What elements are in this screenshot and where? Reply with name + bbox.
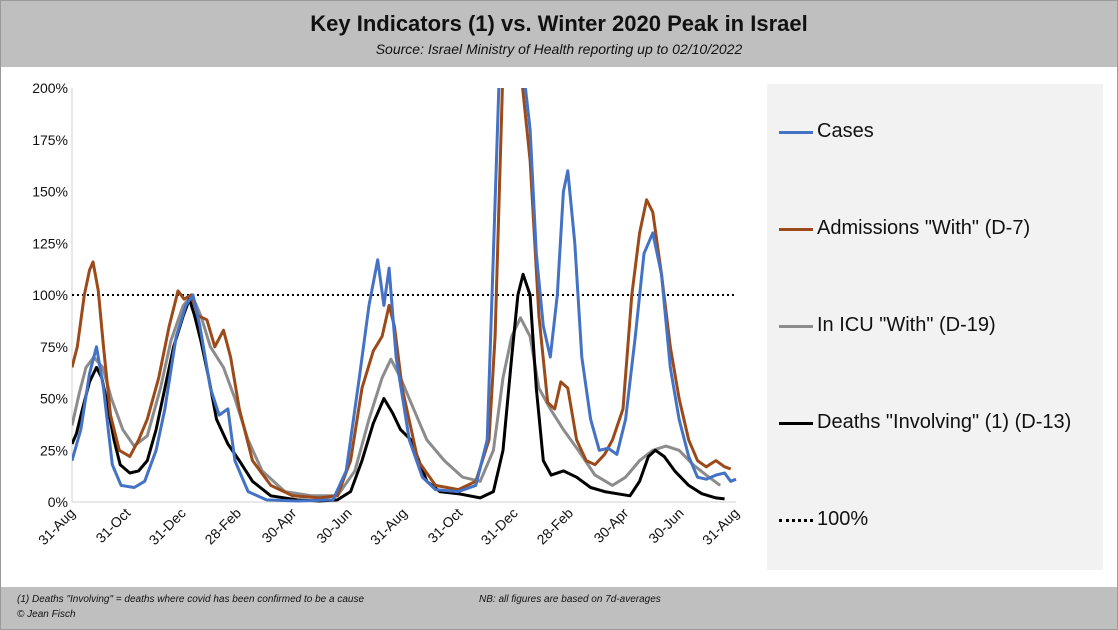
footnote-averages: NB: all figures are based on 7d-averages — [479, 594, 661, 605]
legend-label: In ICU "With" (D-19) — [817, 314, 996, 336]
x-tick-label: 30-Apr — [258, 505, 299, 546]
chart-title: Key Indicators (1) vs. Winter 2020 Peak … — [310, 11, 808, 36]
y-tick-label: 100% — [32, 287, 68, 303]
x-tick-label: 31-Aug — [699, 505, 742, 548]
x-tick-label: 28-Feb — [533, 505, 576, 548]
copyright-text: © Jean Fisch — [17, 609, 76, 620]
series-line — [72, 88, 737, 503]
legend-label: Cases — [817, 120, 874, 142]
x-tick-label: 30-Jun — [313, 505, 355, 547]
legend-label: Admissions "With" (D-7) — [817, 217, 1031, 239]
chart-header: Key Indicators (1) vs. Winter 2020 Peak … — [1, 1, 1117, 67]
x-tick-label: 30-Jun — [645, 505, 687, 547]
legend-swatch — [779, 228, 813, 231]
legend-label: 100% — [817, 508, 869, 530]
x-tick-label: 31-Aug — [367, 505, 410, 548]
series-line — [72, 293, 722, 498]
footnote-deaths: (1) Deaths "Involving" = deaths where co… — [17, 594, 365, 605]
y-tick-label: 125% — [32, 235, 68, 251]
y-tick-label: 200% — [32, 80, 68, 96]
series-line — [72, 272, 725, 503]
x-tick-label: 31-Dec — [478, 505, 521, 548]
y-tick-label: 0% — [48, 494, 68, 510]
x-tick-label: 31-Oct — [92, 505, 133, 546]
y-tick-label: 25% — [40, 442, 68, 458]
legend-swatch — [779, 422, 813, 425]
legend-label: Deaths "Involving" (1) (D-13) — [817, 411, 1072, 433]
y-tick-label: 175% — [32, 132, 68, 148]
y-tick-label: 150% — [32, 184, 68, 200]
chart-legend: Cases Admissions "With" (D-7) In ICU "With… — [767, 84, 1103, 570]
series-line — [72, 88, 732, 500]
x-tick-label: 31-Oct — [424, 505, 465, 546]
chart-footer: (1) Deaths "Involving" = deaths where co… — [1, 587, 1117, 629]
x-tick-label: 31-Aug — [35, 505, 78, 548]
chart-plot: 0% 25% 50% 75% 100% 125% 150% 175% 200% 31-Aug 31-… — [32, 80, 742, 548]
legend-swatch — [779, 131, 813, 134]
legend-swatch — [779, 519, 813, 522]
y-tick-label: 50% — [40, 391, 68, 407]
x-tick-label: 30-Apr — [590, 505, 631, 546]
series-group — [72, 88, 737, 503]
legend-swatch — [779, 325, 813, 328]
chart-subtitle: Source: Israel Ministry of Health report… — [375, 41, 743, 57]
y-tick-label: 75% — [40, 339, 68, 355]
x-tick-label: 31-Dec — [146, 505, 189, 548]
x-tick-label: 28-Feb — [201, 505, 244, 548]
